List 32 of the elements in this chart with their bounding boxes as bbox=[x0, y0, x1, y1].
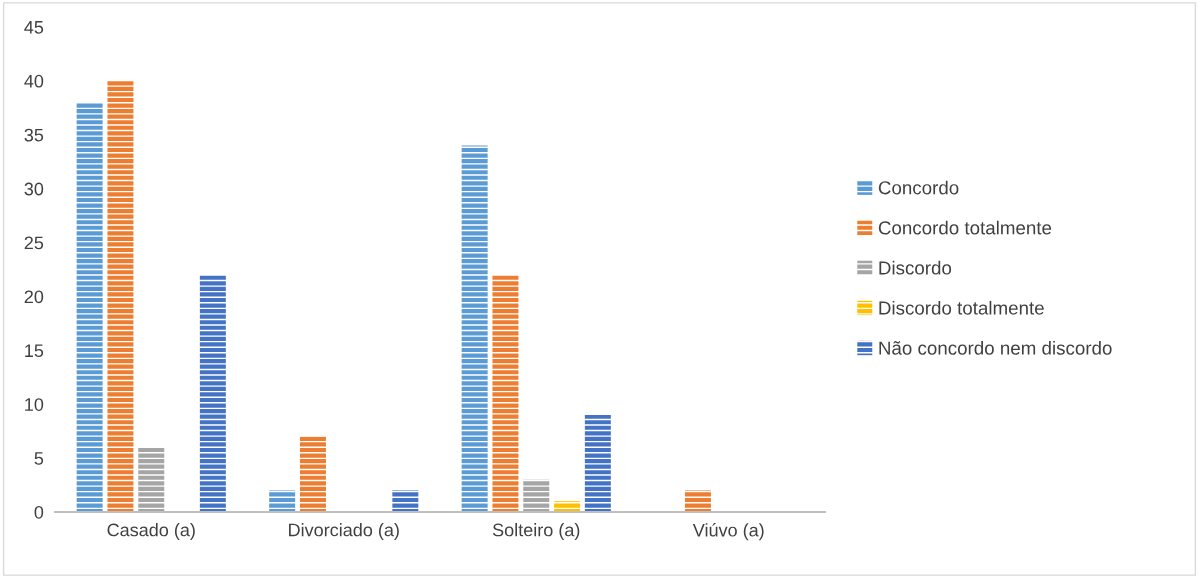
y-tick-label: 5 bbox=[34, 452, 44, 465]
bar bbox=[392, 490, 419, 512]
y-tick-label: 20 bbox=[24, 290, 44, 304]
bar bbox=[299, 436, 326, 512]
y-tick-label: 15 bbox=[25, 344, 44, 358]
y-tick-label: 45 bbox=[24, 21, 44, 34]
bar bbox=[107, 80, 134, 512]
bar bbox=[584, 415, 611, 512]
y-tick-label: 30 bbox=[24, 182, 44, 196]
bar bbox=[76, 102, 103, 512]
x-tick-label: Casado (a) bbox=[107, 523, 195, 540]
y-tick-label: 40 bbox=[24, 74, 44, 88]
bar bbox=[138, 447, 165, 512]
legend-label: Discordo bbox=[879, 260, 952, 275]
bar bbox=[523, 479, 550, 512]
bar bbox=[199, 274, 226, 512]
bar bbox=[492, 274, 519, 512]
legend-label: Não concordo nem discordo bbox=[879, 340, 1112, 355]
bar bbox=[554, 501, 581, 512]
legend-label: Concordo totalmente bbox=[878, 220, 1052, 235]
y-tick-label: 10 bbox=[25, 398, 44, 411]
legend-label: Discordo totalmente bbox=[879, 300, 1044, 315]
legend-label: Concordo bbox=[878, 180, 959, 195]
x-tick-label: Solteiro (a) bbox=[492, 523, 580, 540]
bar bbox=[269, 490, 296, 512]
y-tick-label: 25 bbox=[24, 236, 44, 250]
bar bbox=[461, 145, 488, 512]
x-tick-label: Viúvo (a) bbox=[692, 523, 764, 541]
y-tick-label: 35 bbox=[24, 128, 44, 142]
bar bbox=[684, 490, 711, 512]
y-tick-label: 0 bbox=[34, 505, 44, 519]
x-tick-label: Divorciado (a) bbox=[289, 523, 399, 540]
